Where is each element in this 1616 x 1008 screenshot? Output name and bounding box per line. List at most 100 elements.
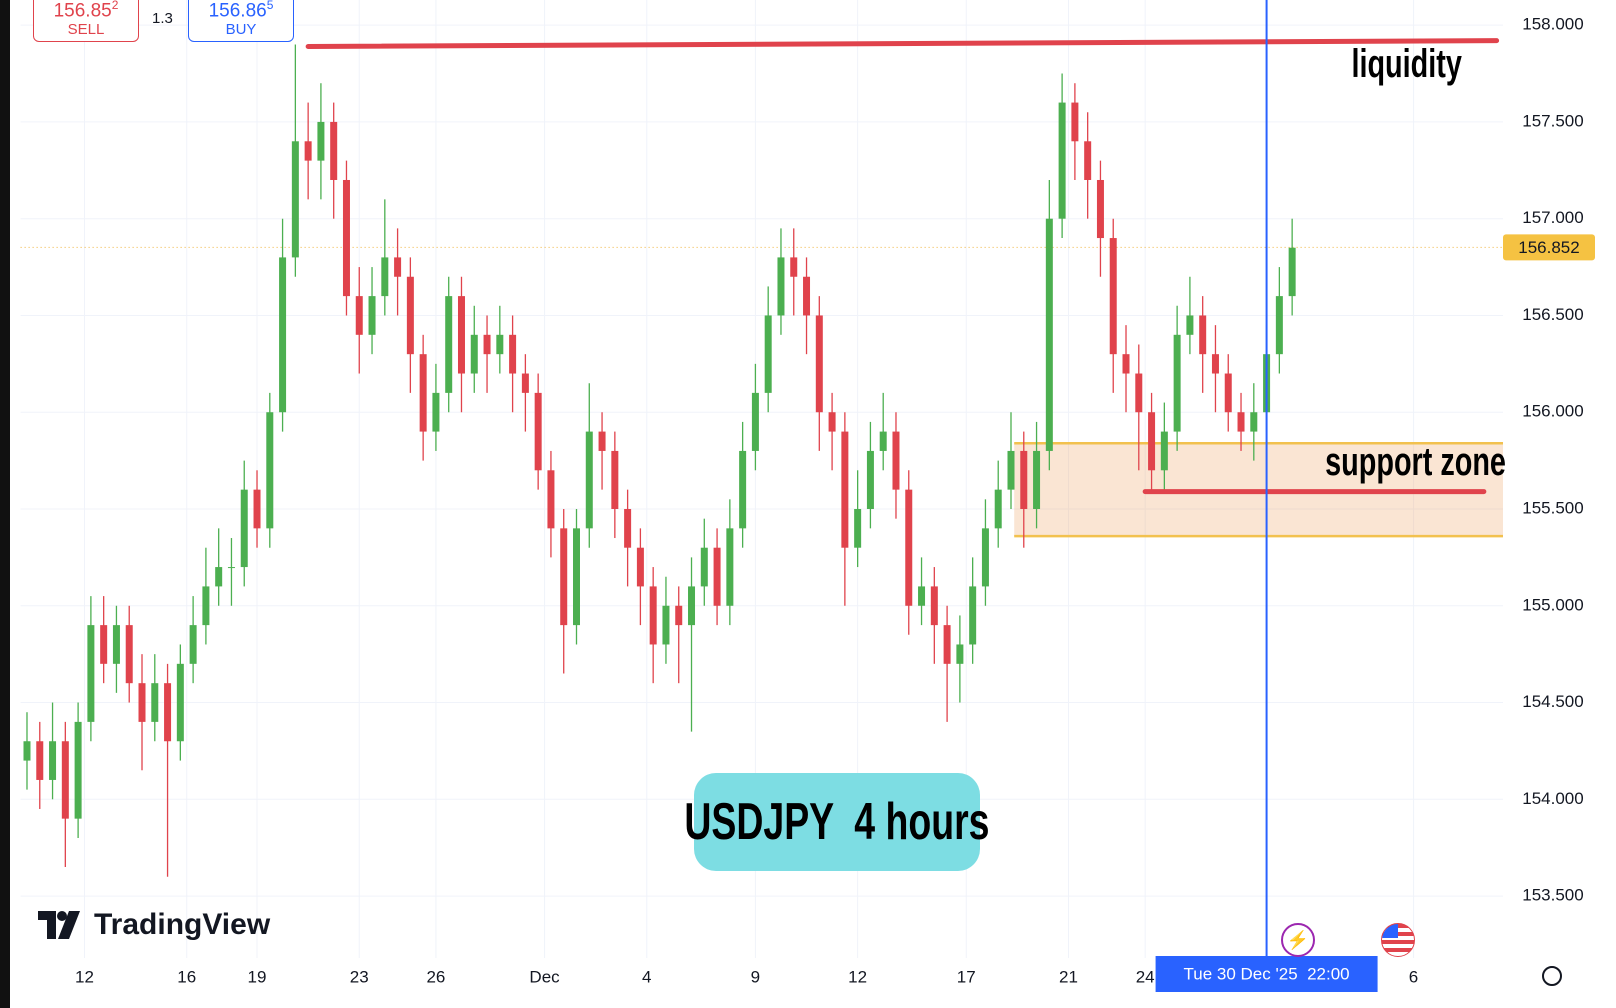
candle-body — [905, 489, 913, 606]
support-label: support zone — [1325, 440, 1506, 484]
candle-body — [483, 334, 491, 355]
candle-body — [189, 625, 197, 664]
candle-body — [330, 121, 338, 180]
candle-body — [1045, 218, 1053, 451]
last-price-label: 156.852 — [1518, 238, 1579, 257]
liquidity-line — [305, 38, 1500, 49]
candle-body — [1096, 179, 1104, 239]
candle-body — [419, 354, 427, 432]
candle-body — [406, 276, 414, 355]
candle-body — [662, 605, 670, 645]
candle-body — [726, 528, 734, 606]
crosshair-label: Tue 30 Dec '25 22:00 — [1184, 964, 1350, 983]
x-tick-label: 17 — [957, 967, 976, 986]
candle-body — [394, 257, 402, 277]
candle-body — [624, 508, 632, 548]
candle-body — [1007, 450, 1015, 490]
candle-body — [675, 605, 683, 626]
sell-price: 156.85 — [53, 0, 112, 22]
chart-title: USDJPY 4 hours — [684, 793, 990, 851]
candle-body — [1148, 412, 1156, 471]
settings-icon[interactable] — [1542, 966, 1562, 986]
y-tick-label: 155.000 — [1522, 595, 1583, 614]
candle-body — [981, 528, 989, 587]
flag-icon[interactable] — [1381, 923, 1415, 957]
candle-body — [534, 392, 542, 471]
y-tick-label: 156.500 — [1522, 305, 1583, 324]
candle-body — [1135, 373, 1143, 413]
candle-body — [1211, 354, 1219, 374]
x-tick-label: 16 — [177, 967, 196, 986]
events-icon[interactable]: ⚡ — [1281, 923, 1315, 957]
candle-body — [611, 450, 619, 509]
candle-body — [457, 296, 465, 374]
candle-body — [100, 625, 108, 664]
logo: TradingView — [38, 908, 270, 942]
candle-body — [368, 296, 376, 335]
y-tick-label: 153.500 — [1522, 886, 1583, 905]
candle-body — [49, 741, 57, 780]
y-tick-label: 157.000 — [1522, 208, 1583, 227]
x-tick-label: 24 — [1136, 967, 1155, 986]
candle-body — [355, 296, 363, 335]
liquidity-label: liquidity — [1351, 42, 1462, 86]
candle-body — [547, 470, 555, 529]
candle-body — [1071, 102, 1079, 142]
candle-body — [777, 257, 785, 316]
brand: TradingView — [94, 908, 271, 941]
candle-body — [112, 625, 120, 664]
y-tick-label: 154.000 — [1522, 789, 1583, 808]
x-tick-label: 12 — [75, 967, 94, 986]
candle-body — [1275, 296, 1283, 355]
candle-body — [164, 683, 172, 742]
y-tick-label: 157.500 — [1522, 111, 1583, 130]
title-box: USDJPY 4 hours — [684, 773, 990, 871]
x-tick-label: Dec — [529, 967, 560, 986]
y-tick-label: 158.000 — [1522, 15, 1583, 34]
candle-body — [521, 373, 529, 393]
candle-body — [1160, 431, 1168, 471]
buy-label: BUY — [225, 21, 257, 39]
candle-body — [1186, 315, 1194, 335]
crosshair-label-box — [1155, 956, 1378, 992]
y-tick-label: 155.500 — [1522, 498, 1583, 517]
candle-body — [1288, 247, 1296, 297]
candle-body — [1250, 412, 1258, 432]
candle-body — [879, 431, 887, 451]
x-tick-label: 12 — [848, 967, 867, 986]
candle-body — [1058, 102, 1066, 219]
y-tick-label: 156.000 — [1522, 402, 1583, 421]
spread: 1.3 — [152, 10, 173, 27]
candle-body — [1109, 238, 1117, 355]
candle-body — [918, 586, 926, 606]
candle-body — [764, 315, 772, 393]
x-tick-label: 4 — [642, 967, 651, 986]
candle-body — [317, 121, 325, 161]
candle-body — [1173, 334, 1181, 432]
candle-body — [381, 257, 389, 297]
candle-body — [956, 644, 964, 664]
buy-button[interactable]: 156.865 BUY — [188, 0, 294, 42]
candle-body — [573, 528, 580, 626]
candle-body — [1033, 450, 1041, 509]
candle-body — [560, 528, 568, 626]
candle-body — [240, 489, 248, 568]
sell-button[interactable]: 156.852 SELL — [33, 0, 139, 42]
edge — [0, 0, 10, 1008]
candle-body — [470, 334, 478, 374]
candle-body — [253, 489, 261, 529]
candle-body — [700, 547, 708, 587]
x-tick-label: 9 — [751, 967, 760, 986]
candle-body — [227, 567, 235, 569]
x-tick-label: 6 — [1409, 967, 1418, 986]
candle-body — [266, 412, 274, 529]
candle-body — [841, 431, 849, 548]
candle-body — [87, 625, 95, 722]
candle-body — [866, 450, 874, 509]
candle-body — [585, 431, 593, 529]
candle-body — [854, 508, 862, 548]
x-tick-label: 23 — [350, 967, 369, 986]
candle-body — [61, 741, 69, 819]
